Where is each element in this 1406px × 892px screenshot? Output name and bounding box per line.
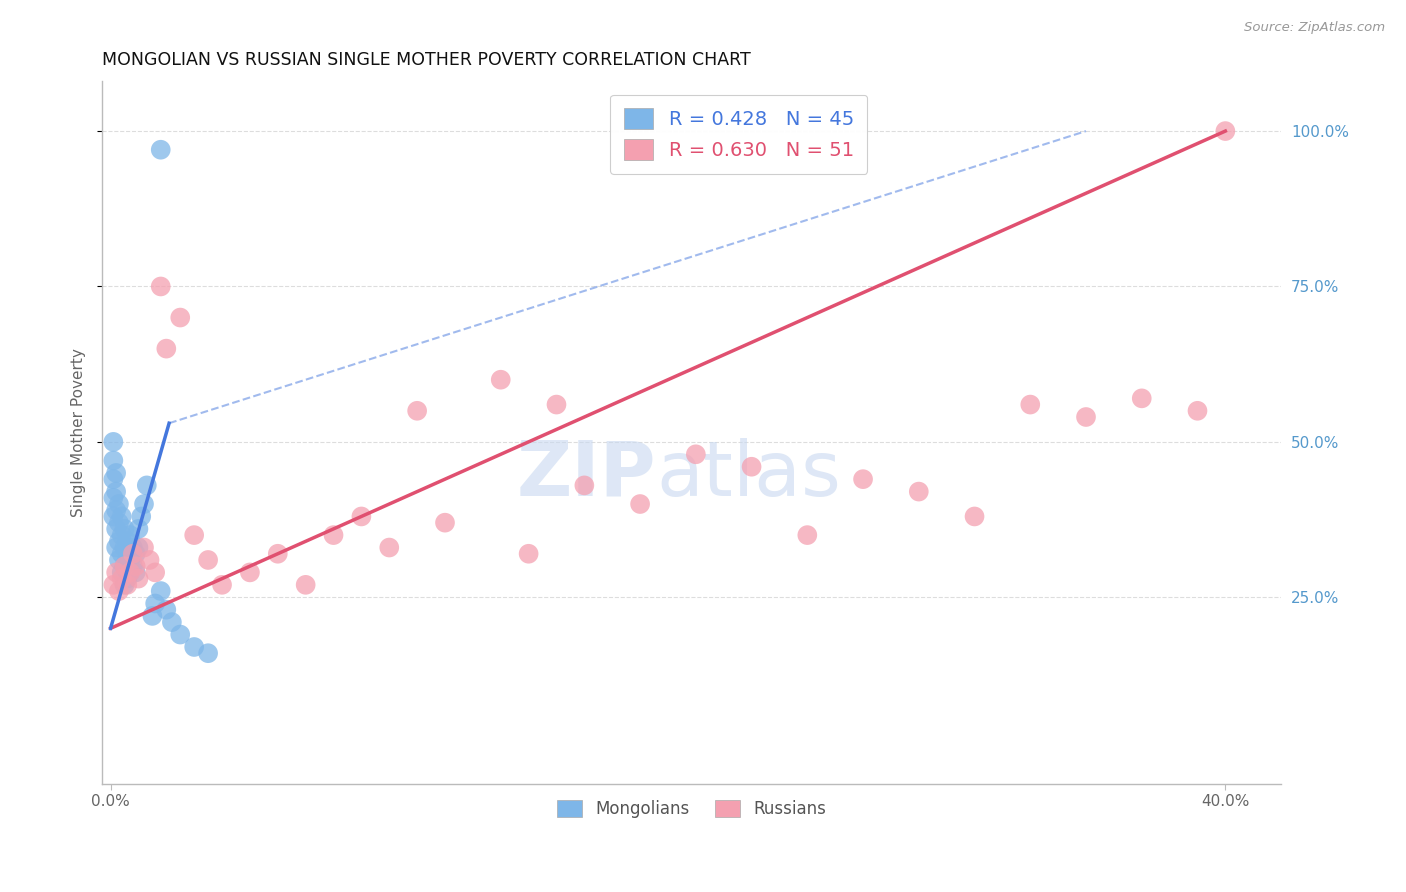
Point bbox=[741, 459, 763, 474]
Point bbox=[155, 603, 177, 617]
Point bbox=[127, 541, 149, 555]
Point bbox=[169, 627, 191, 641]
Point bbox=[117, 578, 139, 592]
Point bbox=[239, 566, 262, 580]
Point bbox=[122, 547, 145, 561]
Point bbox=[108, 497, 131, 511]
Point bbox=[111, 566, 134, 580]
Point bbox=[1019, 398, 1042, 412]
Point bbox=[120, 566, 142, 580]
Point bbox=[114, 559, 136, 574]
Point bbox=[120, 566, 142, 580]
Point bbox=[907, 484, 929, 499]
Point bbox=[574, 478, 596, 492]
Point bbox=[149, 279, 172, 293]
Point bbox=[489, 373, 512, 387]
Point bbox=[103, 453, 125, 467]
Point bbox=[132, 541, 155, 555]
Point bbox=[132, 497, 155, 511]
Point bbox=[108, 534, 131, 549]
Point bbox=[122, 541, 145, 555]
Point bbox=[111, 572, 134, 586]
Point bbox=[406, 404, 429, 418]
Y-axis label: Single Mother Poverty: Single Mother Poverty bbox=[72, 348, 86, 517]
Point bbox=[103, 491, 125, 505]
Point bbox=[211, 578, 233, 592]
Point bbox=[1187, 404, 1209, 418]
Point bbox=[517, 547, 540, 561]
Point bbox=[127, 522, 149, 536]
Legend: Mongolians, Russians: Mongolians, Russians bbox=[551, 793, 832, 824]
Point bbox=[105, 541, 128, 555]
Point bbox=[105, 503, 128, 517]
Point bbox=[124, 566, 146, 580]
Point bbox=[135, 478, 157, 492]
Point bbox=[546, 398, 568, 412]
Point bbox=[169, 310, 191, 325]
Point bbox=[149, 143, 172, 157]
Point bbox=[197, 646, 219, 660]
Point bbox=[120, 547, 142, 561]
Point bbox=[122, 559, 145, 574]
Point bbox=[124, 547, 146, 561]
Point bbox=[434, 516, 457, 530]
Point bbox=[114, 578, 136, 592]
Point bbox=[183, 528, 205, 542]
Point bbox=[120, 528, 142, 542]
Point bbox=[103, 509, 125, 524]
Text: MONGOLIAN VS RUSSIAN SINGLE MOTHER POVERTY CORRELATION CHART: MONGOLIAN VS RUSSIAN SINGLE MOTHER POVER… bbox=[103, 51, 751, 69]
Point bbox=[141, 608, 163, 623]
Point bbox=[117, 572, 139, 586]
Point bbox=[114, 559, 136, 574]
Point bbox=[378, 541, 401, 555]
Point bbox=[685, 447, 707, 461]
Point bbox=[963, 509, 986, 524]
Point bbox=[183, 640, 205, 654]
Point bbox=[267, 547, 290, 561]
Point bbox=[117, 553, 139, 567]
Point bbox=[103, 472, 125, 486]
Point bbox=[111, 509, 134, 524]
Point bbox=[1215, 124, 1237, 138]
Text: atlas: atlas bbox=[657, 438, 841, 512]
Text: ZIP: ZIP bbox=[517, 438, 657, 512]
Point bbox=[105, 522, 128, 536]
Point bbox=[138, 553, 160, 567]
Point bbox=[149, 584, 172, 599]
Point bbox=[322, 528, 344, 542]
Point bbox=[852, 472, 875, 486]
Point bbox=[1074, 409, 1097, 424]
Point bbox=[105, 484, 128, 499]
Point bbox=[628, 497, 651, 511]
Point bbox=[111, 528, 134, 542]
Point bbox=[155, 342, 177, 356]
Point bbox=[160, 615, 183, 629]
Point bbox=[105, 566, 128, 580]
Point bbox=[197, 553, 219, 567]
Point bbox=[103, 434, 125, 449]
Text: Source: ZipAtlas.com: Source: ZipAtlas.com bbox=[1244, 21, 1385, 34]
Point bbox=[103, 578, 125, 592]
Point bbox=[143, 566, 166, 580]
Point bbox=[143, 597, 166, 611]
Point bbox=[796, 528, 818, 542]
Point bbox=[108, 516, 131, 530]
Point bbox=[117, 534, 139, 549]
Point bbox=[114, 522, 136, 536]
Point bbox=[129, 509, 152, 524]
Point bbox=[294, 578, 316, 592]
Point bbox=[108, 553, 131, 567]
Point bbox=[114, 541, 136, 555]
Point bbox=[124, 559, 146, 574]
Point bbox=[350, 509, 373, 524]
Point bbox=[105, 466, 128, 480]
Point bbox=[127, 572, 149, 586]
Point bbox=[1130, 392, 1153, 406]
Point bbox=[108, 584, 131, 599]
Point bbox=[111, 547, 134, 561]
